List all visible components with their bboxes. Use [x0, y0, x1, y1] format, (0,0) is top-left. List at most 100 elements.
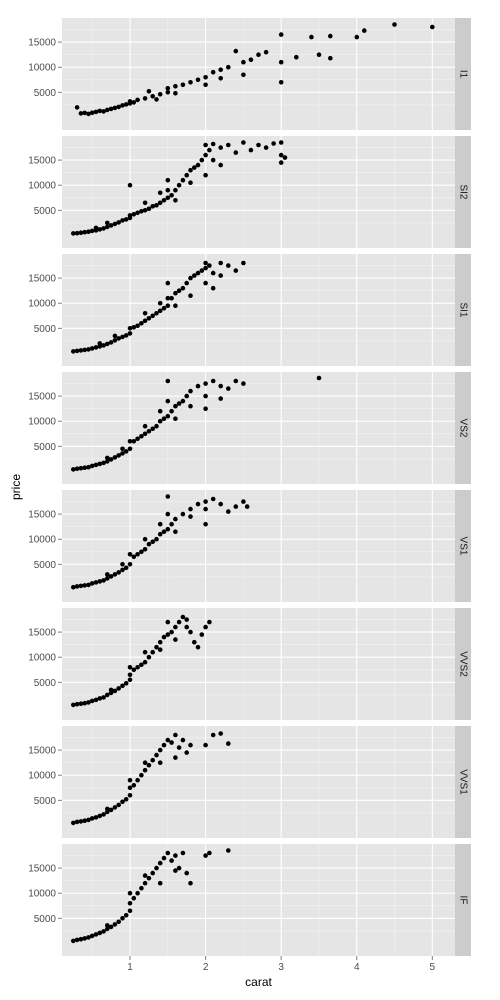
data-point — [78, 465, 84, 471]
data-point — [108, 807, 114, 813]
data-point — [120, 446, 125, 452]
data-point — [120, 334, 125, 340]
data-point — [154, 97, 159, 102]
data-point — [176, 288, 182, 294]
data-point — [157, 300, 163, 306]
data-point — [154, 752, 159, 758]
data-point — [188, 80, 193, 85]
facet-panels: 5000 10000 15000 I1 5000 10000 15000 SI2 5000 100… — [28, 18, 471, 956]
data-point — [203, 499, 208, 504]
data-point — [142, 873, 148, 878]
data-point — [192, 639, 197, 645]
data-point — [105, 341, 110, 347]
y-tick-label: 5000 — [34, 914, 57, 925]
y-tick-label: 15000 — [28, 156, 56, 167]
data-point — [203, 152, 208, 158]
data-point — [108, 574, 114, 579]
facet-panel-si2: 5000 10000 15000 SI2 — [28, 136, 471, 248]
data-point — [101, 695, 106, 700]
data-point — [165, 619, 171, 625]
data-point — [120, 567, 125, 573]
data-point — [233, 48, 239, 54]
data-point — [142, 431, 148, 437]
data-point — [89, 463, 95, 469]
data-point — [226, 509, 231, 514]
data-point — [78, 819, 84, 824]
data-point — [127, 213, 133, 218]
data-point — [210, 732, 216, 738]
panel-background — [62, 490, 455, 602]
data-point — [354, 34, 360, 40]
data-point — [116, 570, 121, 575]
data-point — [142, 318, 148, 324]
data-point — [108, 340, 114, 345]
data-point — [263, 145, 269, 150]
y-tick-label: 10000 — [28, 181, 56, 192]
data-point — [101, 460, 106, 466]
data-point — [210, 496, 216, 502]
data-point — [157, 200, 163, 206]
y-tick-label: 5000 — [34, 206, 57, 217]
data-point — [131, 554, 137, 560]
data-point — [207, 850, 212, 856]
data-point — [142, 760, 148, 765]
data-point — [256, 142, 261, 148]
data-point — [131, 325, 137, 330]
data-point — [135, 323, 140, 329]
data-point — [127, 672, 133, 678]
data-point — [89, 816, 95, 821]
data-point — [207, 619, 212, 625]
data-point — [203, 393, 208, 399]
data-point — [89, 110, 95, 115]
data-point — [86, 229, 91, 234]
data-point — [199, 268, 205, 273]
x-tick-label: 4 — [354, 962, 360, 973]
data-point — [241, 499, 246, 504]
data-point — [142, 536, 148, 542]
data-point — [157, 860, 163, 866]
data-point — [173, 516, 178, 522]
data-point — [157, 647, 163, 652]
y-tick-label: 15000 — [28, 864, 56, 875]
data-point — [218, 273, 223, 278]
data-point — [154, 644, 159, 650]
data-point — [173, 84, 178, 89]
data-point — [135, 777, 140, 783]
data-point — [210, 141, 216, 147]
data-point — [173, 303, 178, 309]
data-point — [203, 265, 208, 271]
data-point — [108, 687, 114, 693]
data-point — [278, 152, 284, 158]
data-point — [97, 227, 103, 232]
data-point — [173, 416, 178, 422]
data-point — [105, 923, 110, 928]
data-point — [226, 848, 231, 853]
data-point — [188, 514, 193, 519]
data-point — [71, 702, 76, 708]
data-point — [226, 142, 231, 148]
data-point — [105, 572, 110, 577]
data-point — [165, 195, 171, 201]
data-point — [97, 579, 103, 584]
data-point — [188, 742, 193, 748]
data-point — [139, 549, 144, 555]
data-point — [101, 812, 106, 817]
data-point — [142, 208, 148, 213]
data-point — [127, 562, 133, 567]
data-point — [71, 231, 76, 236]
data-point — [157, 531, 163, 537]
data-point — [135, 890, 140, 896]
data-point — [105, 459, 110, 464]
data-point — [123, 333, 129, 338]
data-point — [74, 819, 80, 825]
data-point — [105, 107, 110, 113]
data-point — [154, 311, 159, 316]
data-point — [157, 190, 163, 196]
data-point — [142, 767, 148, 773]
data-point — [89, 698, 95, 704]
data-point — [146, 654, 152, 660]
data-point — [161, 529, 167, 534]
data-point — [142, 311, 148, 316]
panel-background — [62, 726, 455, 838]
data-point — [71, 938, 76, 944]
